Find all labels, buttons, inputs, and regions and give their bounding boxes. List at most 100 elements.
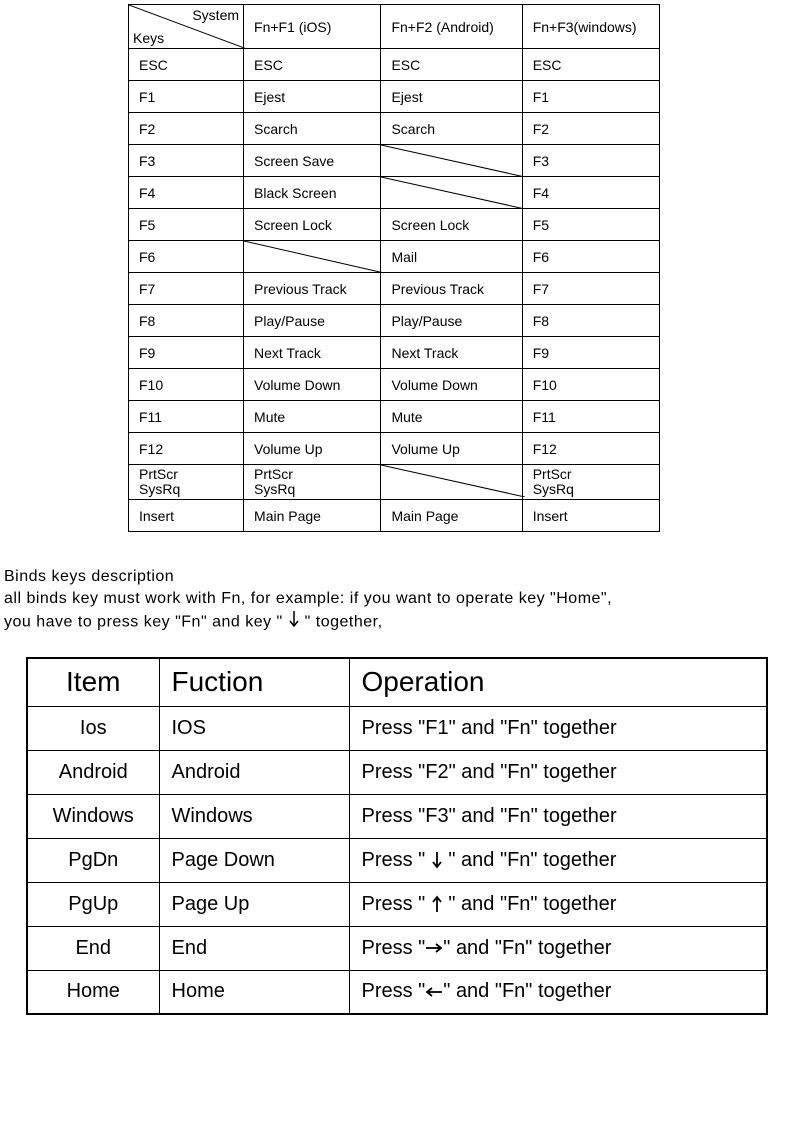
table-cell: Next Track: [244, 337, 381, 369]
item-cell: End: [27, 926, 159, 970]
table-header-cell: Fn+F1 (iOS): [244, 5, 381, 49]
table-cell: F3: [129, 145, 244, 177]
table-cell: PrtScrSysRq: [244, 465, 381, 500]
fn-key-table: System Keys Fn+F1 (iOS) Fn+F2 (Android) …: [128, 4, 660, 532]
table-cell: Screen Lock: [381, 209, 522, 241]
operation-cell: Press "" and "Fn" together: [349, 970, 767, 1014]
item-cell: PgUp: [27, 882, 159, 926]
desc-line-2: all binds key must work with Fn, for exa…: [4, 588, 784, 635]
table-cell: F4: [129, 177, 244, 209]
table-cell: F7: [522, 273, 659, 305]
table-cell: Play/Pause: [381, 305, 522, 337]
table-row: InsertMain PageMain PageInsert: [129, 500, 660, 532]
table-row: F3Screen SaveF3: [129, 145, 660, 177]
diagonal-line-icon: [381, 177, 525, 209]
table-row: WindowsWindowsPress "F3" and "Fn" togeth…: [27, 794, 767, 838]
operation-cell: Press "F3" and "Fn" together: [349, 794, 767, 838]
table-cell: Previous Track: [244, 273, 381, 305]
table-cell: F7: [129, 273, 244, 305]
table-cell: F10: [129, 369, 244, 401]
table-cell: F8: [522, 305, 659, 337]
diagonal-line-icon: [381, 145, 525, 177]
operation-table: Item Fuction Operation IosIOSPress "F1" …: [26, 657, 768, 1015]
diagonal-line-icon: [381, 465, 525, 497]
table-cell: Mute: [381, 401, 522, 433]
table-cell: F5: [522, 209, 659, 241]
table-cell: Volume Up: [381, 433, 522, 465]
table-row: IosIOSPress "F1" and "Fn" together: [27, 706, 767, 750]
table-header-row: System Keys Fn+F1 (iOS) Fn+F2 (Android) …: [129, 5, 660, 49]
table-cell: Volume Up: [244, 433, 381, 465]
operation-text-pre: Press ": [362, 893, 431, 915]
function-cell: Home: [159, 970, 349, 1014]
table-cell: Scarch: [244, 113, 381, 145]
table-row: F5Screen LockScreen LockF5: [129, 209, 660, 241]
table-row: EndEndPress "" and "Fn" together: [27, 926, 767, 970]
table-row: PgUpPage UpPress " " and "Fn" together: [27, 882, 767, 926]
table-header-cell: Fn+F2 (Android): [381, 5, 522, 49]
operation-text-post: " and "Fn" together: [443, 937, 611, 959]
operation-text-post: " and "Fn" together: [443, 893, 617, 915]
table-row: F1EjestEjestF1: [129, 81, 660, 113]
table-cell: ESC: [129, 49, 244, 81]
table-cell: ESC: [244, 49, 381, 81]
table-cell: Main Page: [244, 500, 381, 532]
function-cell: End: [159, 926, 349, 970]
table-row: F10Volume DownVolume DownF10: [129, 369, 660, 401]
item-cell: PgDn: [27, 838, 159, 882]
item-cell: Ios: [27, 706, 159, 750]
table-row: AndroidAndroidPress "F2" and "Fn" togeth…: [27, 750, 767, 794]
table-cell: F9: [522, 337, 659, 369]
table-row: F9Next TrackNext TrackF9: [129, 337, 660, 369]
table-cell: F4: [522, 177, 659, 209]
table-cell: F10: [522, 369, 659, 401]
table-cell: F9: [129, 337, 244, 369]
item-cell: Home: [27, 970, 159, 1014]
operation-cell: Press " " and "Fn" together: [349, 882, 767, 926]
down-arrow-icon: [288, 610, 300, 635]
down-arrow-icon: [431, 851, 443, 869]
table-header-cell: Fn+F3(windows): [522, 5, 659, 49]
table-cell: ESC: [381, 49, 522, 81]
left-arrow-icon: [425, 986, 443, 998]
table-cell: Previous Track: [381, 273, 522, 305]
table-cell: PrtScrSysRq: [129, 465, 244, 500]
table-cell: [244, 241, 381, 273]
table-header-cell: Operation: [349, 658, 767, 706]
table-cell: Insert: [522, 500, 659, 532]
table-row: ESCESCESCESC: [129, 49, 660, 81]
table-cell: Ejest: [381, 81, 522, 113]
table-cell: Screen Lock: [244, 209, 381, 241]
operation-text-pre: Press ": [362, 849, 431, 871]
table-row: PgDnPage DownPress " " and "Fn" together: [27, 838, 767, 882]
table-cell: [381, 145, 522, 177]
table-cell: Insert: [129, 500, 244, 532]
table-cell: F1: [522, 81, 659, 113]
operation-cell: Press "F2" and "Fn" together: [349, 750, 767, 794]
table-cell: F12: [129, 433, 244, 465]
function-cell: Android: [159, 750, 349, 794]
table-corner-cell: System Keys: [129, 5, 244, 49]
table-cell: Mail: [381, 241, 522, 273]
table-cell: F11: [129, 401, 244, 433]
table-row: F4Black ScreenF4: [129, 177, 660, 209]
table-cell: [381, 177, 522, 209]
table-row: F7Previous TrackPrevious TrackF7: [129, 273, 660, 305]
operation-cell: Press "" and "Fn" together: [349, 926, 767, 970]
table-cell: F5: [129, 209, 244, 241]
table-cell: [381, 465, 522, 500]
table-cell: F8: [129, 305, 244, 337]
table-cell: Screen Save: [244, 145, 381, 177]
operation-cell: Press "F1" and "Fn" together: [349, 706, 767, 750]
table-row: HomeHomePress "" and "Fn" together: [27, 970, 767, 1014]
table-cell: Play/Pause: [244, 305, 381, 337]
table-row: F2ScarchScarchF2: [129, 113, 660, 145]
table-cell: Volume Down: [244, 369, 381, 401]
right-arrow-icon: [425, 942, 443, 954]
table-cell: F2: [522, 113, 659, 145]
table-cell: F1: [129, 81, 244, 113]
table-cell: F2: [129, 113, 244, 145]
table-cell: Main Page: [381, 500, 522, 532]
item-cell: Windows: [27, 794, 159, 838]
table-cell: Scarch: [381, 113, 522, 145]
